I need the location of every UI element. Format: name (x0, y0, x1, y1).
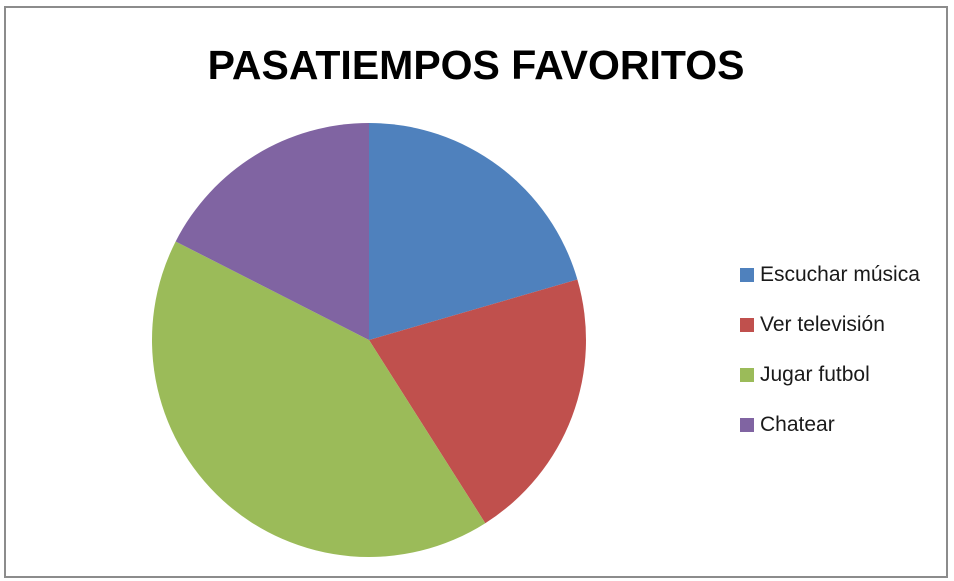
pie-slice-4 (175, 122, 369, 340)
pie-slices (151, 122, 586, 558)
legend-item: Ver televisión (740, 300, 920, 350)
legend-label: Chatear (760, 413, 835, 436)
legend-swatch (740, 368, 754, 382)
pie-slice-1 (369, 123, 578, 340)
chart-title: PASATIEMPOS FAVORITOS (207, 42, 745, 88)
legend-item: Escuchar música (740, 250, 920, 300)
legend-label: Escuchar música (760, 263, 920, 286)
legend: Escuchar música Ver televisión Jugar futbo… (740, 250, 920, 450)
legend-swatch (740, 318, 754, 332)
legend-swatch (740, 418, 754, 432)
pie-slice-2 (369, 279, 586, 524)
legend-swatch (740, 268, 754, 282)
legend-label: Jugar futbol (760, 363, 870, 386)
pie-slice-3 (151, 241, 486, 558)
legend-item: Jugar futbol (740, 350, 920, 400)
legend-item: Chatear (740, 400, 920, 450)
legend-label: Ver televisión (760, 313, 885, 336)
